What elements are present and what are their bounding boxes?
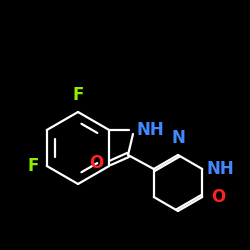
Text: NH: NH: [206, 160, 234, 178]
Text: O: O: [211, 188, 226, 206]
Text: O: O: [89, 154, 103, 172]
Text: F: F: [28, 157, 39, 175]
Text: F: F: [72, 86, 84, 104]
Text: NH: NH: [137, 121, 165, 139]
Text: N: N: [171, 129, 185, 147]
